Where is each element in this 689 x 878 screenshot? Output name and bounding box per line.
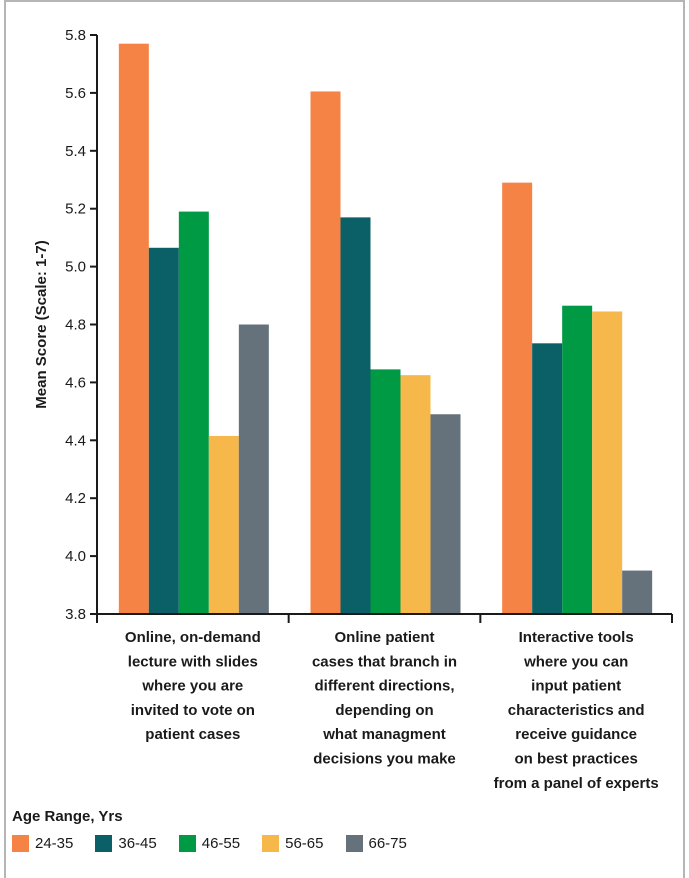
y-tick-label: 4.8 [65,317,86,334]
chart-frame [4,0,685,878]
x-category-label-line: Interactive tools [519,629,634,646]
bar-36-45 [340,217,371,614]
x-category-label-line: on best practices [514,751,637,768]
x-category-label-line: where you are [141,678,243,695]
bar-56-65 [208,435,239,614]
bar-46-55 [178,211,209,614]
y-tick-label: 5.4 [65,143,86,160]
legend-swatch [12,835,29,852]
bar-66-75 [622,570,653,614]
bar-46-55 [370,369,401,614]
legend-swatch [95,835,113,852]
bar-24-35 [310,91,341,614]
x-category-label-line: Online patient [334,629,434,646]
x-category-label-line: receive guidance [515,726,637,743]
x-category-label-line: Online, on-demand [125,629,261,646]
y-tick-label: 3.8 [65,606,86,623]
legend-label: 36-45 [118,835,157,852]
legend-item-56-65: 56-65 [262,835,324,852]
bar-chart: Mean Score (Scale: 1-7) 3.8 4.0 4.2 4.4 4.6 4.… [33,27,673,792]
legend: Age Range, Yrs 24-35 36-45 46-55 56-65 6… [12,808,682,852]
legend-item-24-35: 24-35 [12,835,73,852]
bar-24-35 [502,182,533,614]
x-category-label-line: cases that branch in [312,653,457,670]
x-category-label-line: invited to vote on [131,702,255,719]
legend-swatch [345,835,363,852]
x-category-label-line: characteristics and [508,702,645,719]
legend-swatch [262,835,280,852]
x-category-label-line: depending on [335,702,433,719]
x-category-label: Online patient cases that branch in differ… [312,629,457,768]
legend-label: 46-55 [201,835,241,852]
y-axis-title: Mean Score (Scale: 1-7) [33,240,50,408]
legend-label: 24-35 [35,835,74,852]
legend-label: 56-65 [285,835,324,852]
bar-66-75 [430,414,461,614]
x-category-label-line: input patient [531,678,621,695]
x-category-label-line: different directions, [314,678,454,695]
legend-item-66-75: 66-75 [345,835,407,852]
bar-36-45 [532,343,563,614]
x-category-label-line: from a panel of experts [494,775,659,792]
x-category-label-line: patient cases [145,726,240,743]
y-tick-label: 4.4 [65,432,86,449]
legend-swatch [178,835,196,852]
bar-36-45 [148,247,179,614]
bar-56-65 [400,375,431,614]
x-category-label-line: what managment [322,726,446,743]
bar-66-75 [238,324,269,614]
legend-label: 66-75 [368,835,407,852]
x-category-label-line: lecture with slides [128,653,258,670]
legend-item-36-45: 36-45 [95,835,157,852]
y-tick-label: 5.2 [65,201,86,218]
bar-56-65 [592,311,623,614]
legend-title: Age Range, Yrs [12,808,123,825]
legend-item-46-55: 46-55 [178,835,241,852]
y-tick-label: 5.8 [65,27,86,44]
x-category-label-line: decisions you make [313,751,456,768]
x-category-label: Interactive tools where you can input pati… [494,629,659,792]
y-tick-label: 4.2 [65,490,86,507]
bar-24-35 [118,43,149,615]
legend-items: 24-35 36-45 46-55 56-65 66-75 [12,835,682,852]
x-category-label-line: where you can [523,653,628,670]
x-category-label: Online, on-demand lecture with slides wher… [125,629,261,743]
y-tick-label: 5.0 [65,259,86,276]
y-tick-label: 5.6 [65,85,86,102]
bar-46-55 [562,305,593,614]
y-tick-label: 4.6 [65,374,86,391]
y-tick-label: 4.0 [65,548,86,565]
